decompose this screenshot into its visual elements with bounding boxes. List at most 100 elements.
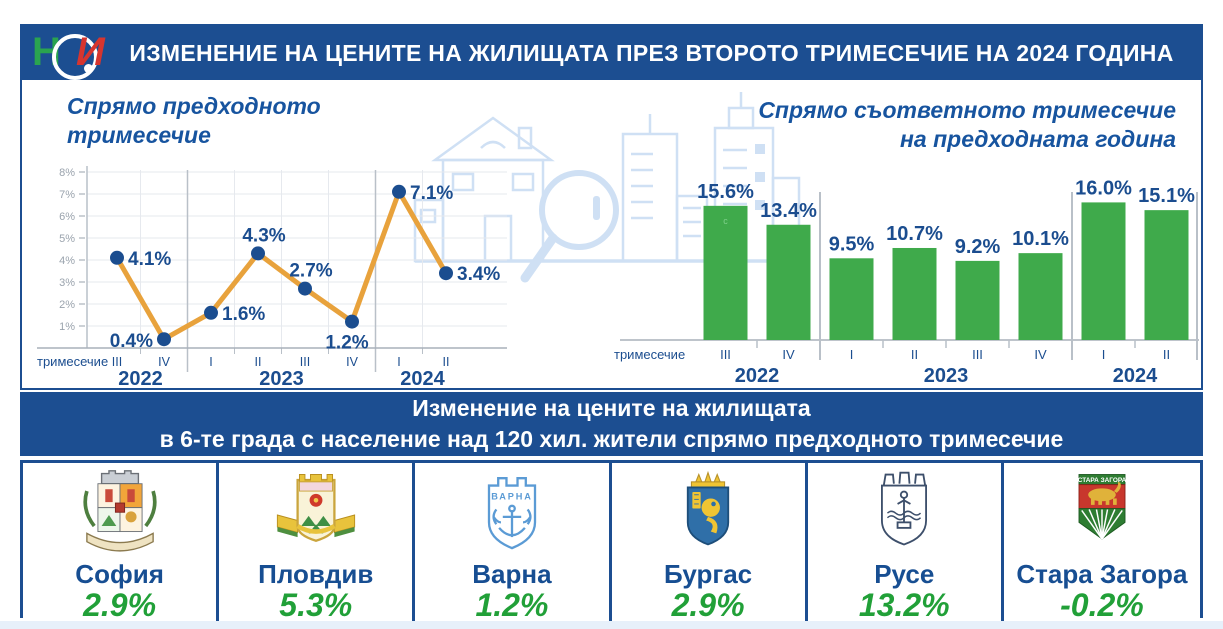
city-card-burgas: Бургас 2.9% <box>611 463 808 628</box>
city-name: Варна <box>472 559 552 589</box>
svg-text:III: III <box>300 355 310 369</box>
svg-text:7.1%: 7.1% <box>410 183 453 204</box>
svg-text:15.6%: 15.6% <box>697 181 754 203</box>
svg-text:I: I <box>1102 347 1106 362</box>
svg-text:10.7%: 10.7% <box>886 223 943 245</box>
svg-text:0.4%: 0.4% <box>110 331 153 352</box>
building-icon-1 <box>621 114 709 263</box>
svg-text:4.3%: 4.3% <box>242 225 285 246</box>
burgas-coat-of-arms <box>686 470 730 546</box>
svg-text:тримесечие: тримесечие <box>37 354 108 369</box>
logo-dot-icon <box>84 64 93 73</box>
svg-text:II: II <box>1163 347 1170 362</box>
quarterly-change-line-chart: 1% 2% 3% 4% 5% 6% 7% 8% 4.1% 0.4% 1.6% 4.3%2.7% 1.2%… <box>37 166 507 388</box>
svg-text:I: I <box>850 347 854 362</box>
ruse-emblem <box>858 469 950 561</box>
line-chart-title-line2: тримесечие <box>67 122 211 149</box>
magnifier-icon <box>520 170 619 283</box>
page-title: ИЗМЕНЕНИЕ НА ЦЕНИТЕ НА ЖИЛИЩАТА ПРЕЗ ВТО… <box>129 40 1174 66</box>
burgas-emblem <box>662 469 754 561</box>
svg-text:1%: 1% <box>59 321 75 333</box>
varna-coat-of-arms: ВАРНА <box>487 477 537 550</box>
svg-text:IV: IV <box>158 355 170 369</box>
logo-circle-icon <box>52 34 98 80</box>
city-value: 1.2% <box>475 587 549 624</box>
city-name: Стара Загора <box>1016 559 1188 589</box>
svg-text:II: II <box>255 355 262 369</box>
svg-text:2022: 2022 <box>735 365 780 387</box>
city-value: 13.2% <box>858 587 950 624</box>
svg-text:8%: 8% <box>59 167 75 179</box>
city-name: Пловдив <box>258 559 374 589</box>
svg-text:III: III <box>972 347 983 362</box>
city-card-sofia: София 2.9% <box>23 463 220 628</box>
svg-text:I: I <box>209 355 212 369</box>
city-card-stara-zagora: СТАРА ЗАГОРА <box>1003 463 1200 628</box>
svg-text:II: II <box>911 347 918 362</box>
city-value: -0.2% <box>1060 587 1144 624</box>
plovdiv-coat-of-arms <box>276 474 355 542</box>
svg-text:2022: 2022 <box>118 368 163 388</box>
city-card-varna: ВАРНА Варна 1.2% <box>415 463 612 628</box>
svg-text:I: I <box>397 355 400 369</box>
banner-line2: в 6-те града с население над 120 хил. жи… <box>159 425 1064 452</box>
header-band: Н И ИЗМЕНЕНИЕ НА ЦЕНИТЕ НА ЖИЛИЩАТА ПРЕЗ… <box>22 26 1201 80</box>
svg-text:6%: 6% <box>59 211 75 223</box>
plovdiv-emblem <box>270 469 362 561</box>
svg-text:2%: 2% <box>59 299 75 311</box>
svg-text:2024: 2024 <box>400 368 445 388</box>
svg-text:2024: 2024 <box>1113 365 1158 387</box>
svg-text:3%: 3% <box>59 277 75 289</box>
city-value: 5.3% <box>279 587 353 624</box>
bar-chart-title-line2: на предходната година <box>900 126 1176 153</box>
svg-text:13.4%: 13.4% <box>760 200 817 222</box>
svg-text:7%: 7% <box>59 189 75 201</box>
bar-chart-title-line1: Спрямо съответното тримесечие <box>758 97 1176 123</box>
city-name: София <box>75 559 164 589</box>
line-chart-title: Спрямо предходното тримесечие <box>67 92 321 151</box>
svg-text:10.1%: 10.1% <box>1012 228 1069 250</box>
svg-text:2.7%: 2.7% <box>289 261 332 282</box>
city-card-ruse: Русе 13.2% <box>807 463 1004 628</box>
svg-text:IV: IV <box>1034 347 1047 362</box>
line-chart-title-line1: Спрямо предходното <box>67 93 321 119</box>
city-value: 2.9% <box>83 587 157 624</box>
svg-text:1.2%: 1.2% <box>325 333 368 354</box>
yearly-change-bar-chart: 15.6% c 13.4% 9.5% 10.7% 9.2% 10.1% 16.0% 15.1% I… <box>614 177 1199 387</box>
svg-text:III: III <box>720 347 731 362</box>
bar-chart-title: Спрямо съответното тримесечие на предход… <box>758 96 1176 155</box>
svg-text:II: II <box>443 355 450 369</box>
varna-emblem: ВАРНА <box>466 469 558 561</box>
sofia-emblem <box>74 469 166 561</box>
stara-zagora-emblem-text: СТАРА ЗАГОРА <box>1078 477 1127 484</box>
svg-text:III: III <box>112 355 122 369</box>
svg-text:3.4%: 3.4% <box>457 264 500 285</box>
stara-zagora-coat-of-arms: СТАРА ЗАГОРА <box>1078 474 1127 540</box>
svg-text:IV: IV <box>782 347 795 362</box>
city-value: 2.9% <box>671 587 745 624</box>
svg-text:5%: 5% <box>59 233 75 245</box>
city-name: Русе <box>874 559 935 589</box>
city-buildings-illustration <box>413 92 801 283</box>
svg-text:15.1%: 15.1% <box>1138 185 1195 207</box>
sofia-coat-of-arms <box>83 470 157 552</box>
city-name: Бургас <box>664 559 753 589</box>
svg-text:9.5%: 9.5% <box>829 233 875 255</box>
bottom-strip <box>0 621 1223 629</box>
banner-line1: Изменение на цените на жилищата <box>412 394 811 421</box>
svg-text:2023: 2023 <box>924 365 969 387</box>
svg-text:9.2%: 9.2% <box>955 236 1001 258</box>
svg-text:2023: 2023 <box>259 368 304 388</box>
varna-emblem-text: ВАРНА <box>491 491 532 501</box>
stara-zagora-emblem: СТАРА ЗАГОРА <box>1056 469 1148 561</box>
svg-text:16.0%: 16.0% <box>1075 177 1132 199</box>
svg-text:4.1%: 4.1% <box>128 249 171 270</box>
city-cards-row: София 2.9% <box>20 460 1203 628</box>
ruse-coat-of-arms <box>881 471 928 546</box>
svg-text:тримесечие: тримесечие <box>614 347 685 362</box>
svg-text:1.6%: 1.6% <box>222 304 265 325</box>
svg-text:IV: IV <box>346 355 358 369</box>
svg-text:4%: 4% <box>59 255 75 267</box>
cities-banner: Изменение на цените на жилищата в 6-те г… <box>20 392 1203 456</box>
